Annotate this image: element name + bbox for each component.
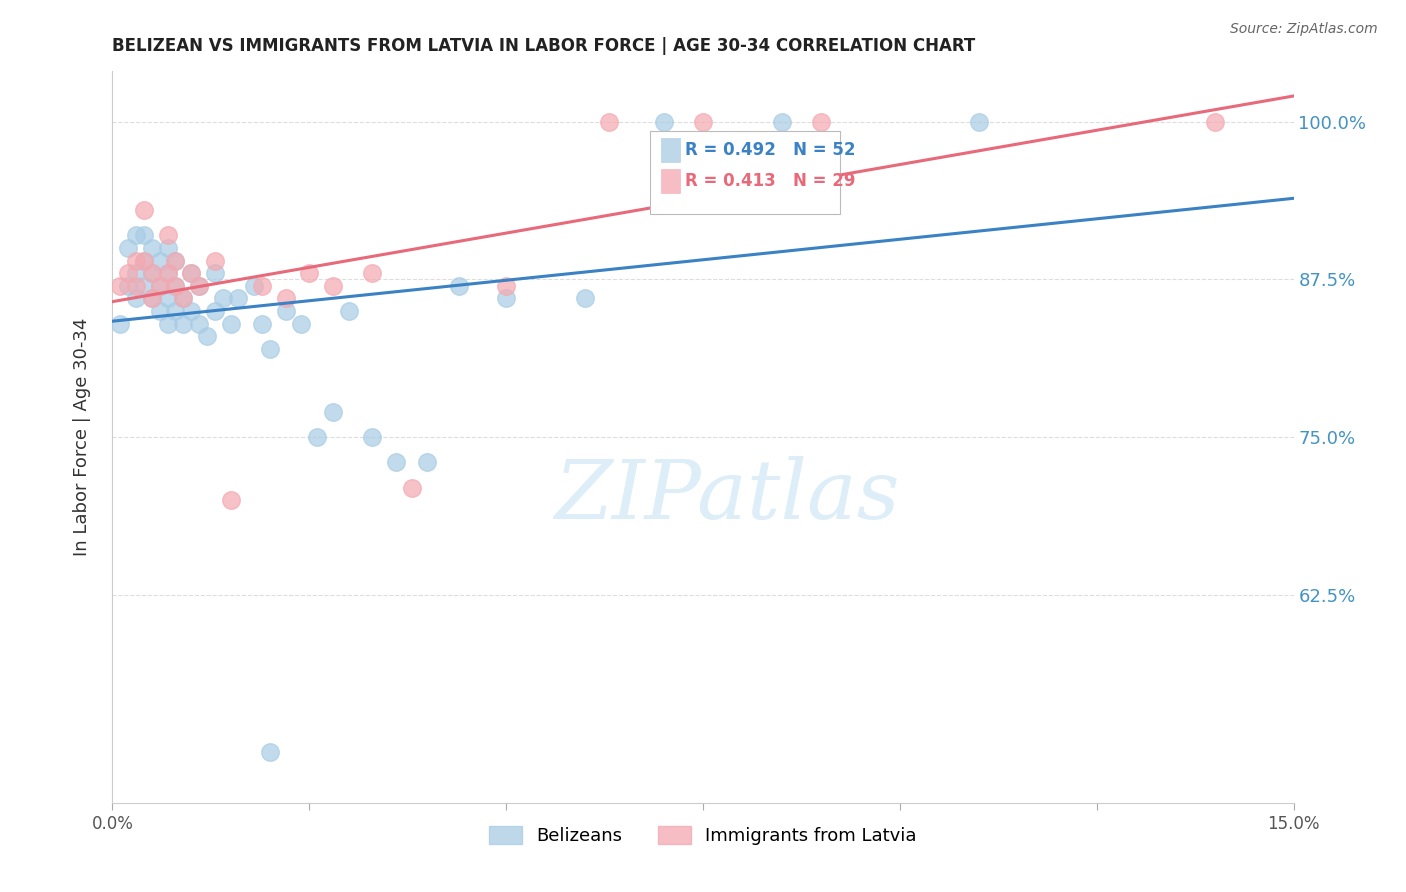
Point [967,115,990,129]
Point [125,228,148,243]
Point [204,253,226,268]
Point [401,481,423,495]
Point [125,253,148,268]
Point [219,317,242,331]
Point [361,266,384,280]
Point [180,266,202,280]
Point [132,253,155,268]
Point [770,115,793,129]
Point [156,266,179,280]
Point [211,291,233,305]
Point [165,253,187,268]
Point [598,115,620,129]
Point [195,329,218,343]
Point [149,278,172,293]
Text: ZIPatlas: ZIPatlas [554,456,900,535]
Point [298,266,321,280]
Text: R = 0.413   N = 29: R = 0.413 N = 29 [685,171,855,189]
Point [125,278,148,293]
Point [574,291,596,305]
Point [243,278,266,293]
Text: BELIZEAN VS IMMIGRANTS FROM LATVIA IN LABOR FORCE | AGE 30-34 CORRELATION CHART: BELIZEAN VS IMMIGRANTS FROM LATVIA IN LA… [112,37,976,54]
Point [110,278,132,293]
Point [141,241,163,255]
Text: Source: ZipAtlas.com: Source: ZipAtlas.com [1230,22,1378,37]
Point [125,266,148,280]
Point [165,304,187,318]
Point [361,430,384,444]
Point [132,203,155,218]
Point [117,278,139,293]
Point [219,493,242,508]
Point [156,266,179,280]
Point [132,278,155,293]
Point [156,228,179,243]
Point [172,291,194,305]
Point [132,228,155,243]
Point [149,304,172,318]
Point [188,317,211,331]
Point [259,745,281,759]
Point [132,253,155,268]
Point [165,278,187,293]
Point [149,253,172,268]
Point [156,317,179,331]
Point [125,291,148,305]
Point [117,266,139,280]
Point [172,317,194,331]
Point [1204,115,1226,129]
Point [141,291,163,305]
Point [250,317,273,331]
Point [228,291,250,305]
Point [117,241,139,255]
Point [337,304,360,318]
Point [652,115,675,129]
Point [495,291,517,305]
Point [290,317,312,331]
Point [322,405,344,419]
Point [165,253,187,268]
Point [141,266,163,280]
Y-axis label: In Labor Force | Age 30-34: In Labor Force | Age 30-34 [73,318,91,557]
Point [180,304,202,318]
Text: R = 0.492   N = 52: R = 0.492 N = 52 [685,141,855,159]
Point [274,304,297,318]
Point [141,291,163,305]
Point [274,291,297,305]
Point [141,266,163,280]
Point [188,278,211,293]
Point [495,278,517,293]
Point [250,278,273,293]
Point [110,317,132,331]
Point [307,430,329,444]
Point [692,115,714,129]
Point [180,266,202,280]
Point [165,278,187,293]
Point [188,278,211,293]
Point [259,342,281,356]
Point [416,455,439,469]
Point [204,266,226,280]
Legend: Belizeans, Immigrants from Latvia: Belizeans, Immigrants from Latvia [489,826,917,845]
Point [156,291,179,305]
Point [156,241,179,255]
Point [810,115,832,129]
Point [322,278,344,293]
Point [447,278,470,293]
Point [204,304,226,318]
Point [385,455,408,469]
Point [149,278,172,293]
Point [172,291,194,305]
